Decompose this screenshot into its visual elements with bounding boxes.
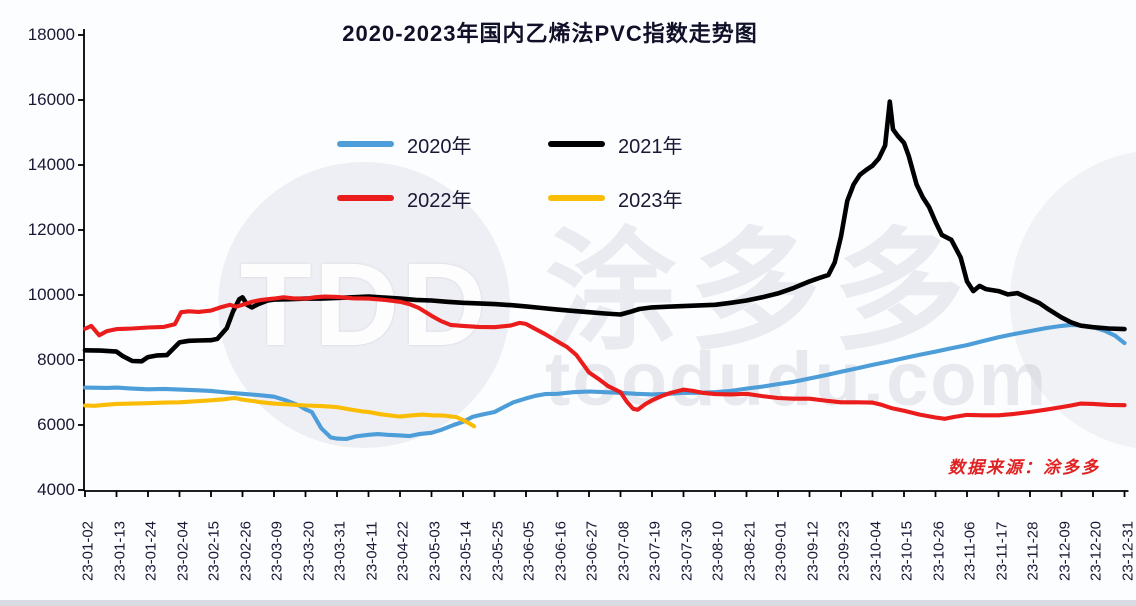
x-tick-label: 23-01-24 xyxy=(142,520,160,582)
x-tick-label: 23-07-19 xyxy=(646,520,664,582)
x-tick-label: 23-03-09 xyxy=(268,520,286,582)
y-tick-label: 12000 xyxy=(27,220,75,239)
y-tick-label: 14000 xyxy=(27,155,75,174)
y-tick-label: 10000 xyxy=(27,285,75,304)
x-tick-label: 23-05-14 xyxy=(457,520,475,582)
x-tick-label: 23-02-15 xyxy=(205,520,223,582)
x-tick-label: 23-04-22 xyxy=(394,520,412,582)
x-tick-label: 23-06-16 xyxy=(552,520,569,582)
x-tick-label: 23-01-02 xyxy=(79,520,97,582)
y-tick-label: 6000 xyxy=(37,415,75,434)
x-tick-label: 23-11-28 xyxy=(1024,521,1042,581)
x-tick-label: 23-07-30 xyxy=(678,520,695,582)
x-tick-label: 23-05-03 xyxy=(426,520,443,582)
y-tick-label: 18000 xyxy=(27,25,75,44)
x-tick-label: 23-03-20 xyxy=(300,520,317,582)
x-tick-label: 23-12-20 xyxy=(1087,520,1105,582)
x-tick-label: 23-02-26 xyxy=(237,520,254,582)
x-tick-label: 23-09-23 xyxy=(835,520,853,582)
x-tick-label: 23-07-08 xyxy=(615,520,632,582)
legend-label-2022: 2022年 xyxy=(407,189,472,212)
legend-item-2021: 2021年 xyxy=(548,133,683,158)
data-source-note: 数据来源：涂多多 xyxy=(948,458,1100,477)
y-tick-label: 4000 xyxy=(37,480,75,499)
x-tick-label: 23-10-26 xyxy=(930,520,947,582)
x-tick-label: 23-03-31 xyxy=(331,520,349,582)
x-tick-label: 23-01-13 xyxy=(111,520,128,582)
x-tick-label: 23-12-31 xyxy=(1119,520,1136,582)
x-tick-label: 23-10-15 xyxy=(898,520,916,582)
axis-lines xyxy=(83,29,1129,492)
legend-item-2020: 2020年 xyxy=(337,133,472,158)
x-tick-label: 23-02-04 xyxy=(174,520,191,582)
chart-title: 2020-2023年国内乙烯法PVC指数走势图 xyxy=(342,21,758,46)
legend-swatch-2021 xyxy=(548,141,605,147)
x-tick-label: 23-09-12 xyxy=(804,520,821,582)
x-tick-label: 23-11-06 xyxy=(961,521,979,581)
x-tick-label: 23-05-25 xyxy=(489,520,506,582)
legend-label-2023: 2023年 xyxy=(618,189,683,212)
y-tick-label: 16000 xyxy=(27,90,75,109)
legend-swatch-2022 xyxy=(337,195,394,201)
x-tick-label: 23-06-27 xyxy=(583,520,601,582)
x-tick-label: 23-12-09 xyxy=(1056,520,1073,582)
x-tick-label: 23-08-21 xyxy=(741,520,758,582)
legend-label-2021: 2021年 xyxy=(618,135,683,158)
legend-label-2020: 2020年 xyxy=(407,135,472,158)
x-tick-label: 23-08-10 xyxy=(709,520,727,582)
x-tick-label: 23-06-05 xyxy=(520,520,538,582)
bottom-divider xyxy=(0,600,1136,606)
legend-swatch-2023 xyxy=(548,195,605,201)
series-line-2023年 xyxy=(82,395,477,429)
legend-item-2022: 2022年 xyxy=(337,187,472,212)
y-tick-label: 8000 xyxy=(37,350,75,369)
x-tick-label: 23-04-11 xyxy=(363,521,380,581)
x-tick-label: 23-10-04 xyxy=(867,520,884,582)
x-tick-label: 23-09-01 xyxy=(772,520,790,582)
x-tick-label: 23-11-17 xyxy=(993,521,1010,581)
legend-item-2023: 2023年 xyxy=(548,187,683,212)
legend-swatch-2020 xyxy=(337,141,394,147)
